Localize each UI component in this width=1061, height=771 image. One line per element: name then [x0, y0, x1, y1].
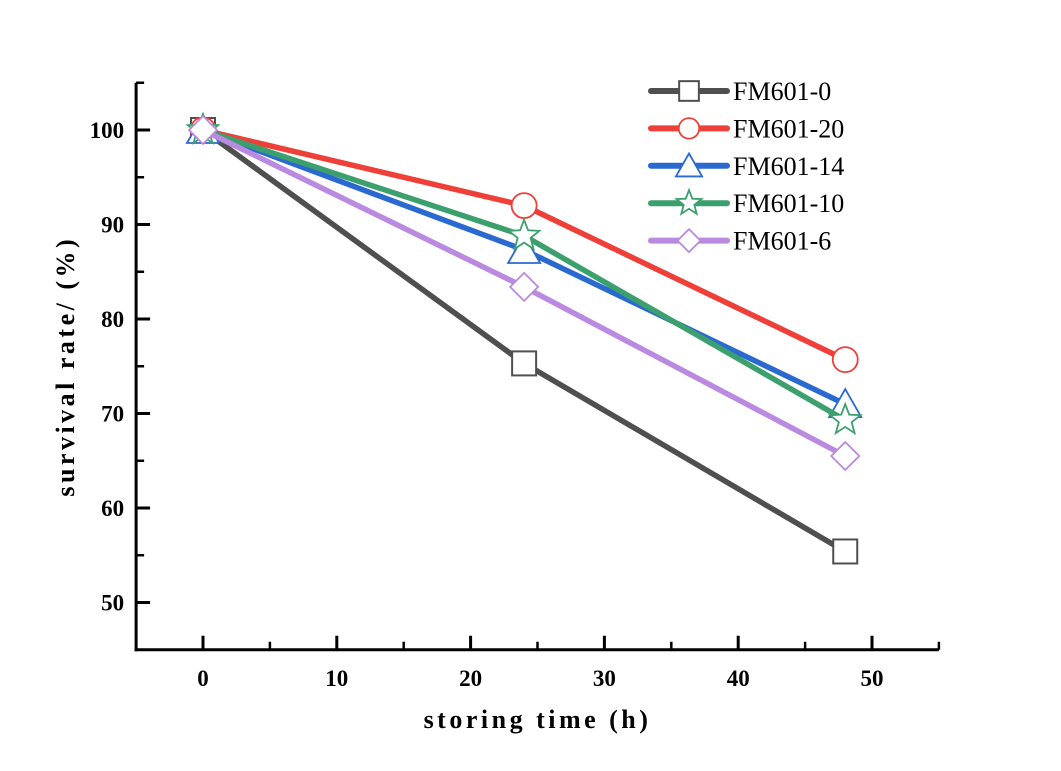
legend-circle-marker [677, 117, 701, 140]
x-tick-label: 10 [325, 666, 348, 691]
legend-item-FM601-14: FM601-14 [648, 151, 844, 181]
legend-label: FM601-14 [733, 152, 844, 181]
series-marker [506, 233, 542, 264]
y-tick-label: 70 [101, 402, 124, 427]
series-marker [508, 271, 540, 303]
series-marker [829, 440, 861, 472]
y-tick-label: 60 [101, 496, 124, 521]
legend: FM601-0 FM601-20 FM601-14 FM601-10 FM601-6 [648, 77, 844, 256]
series-marker [827, 401, 863, 436]
legend-square-marker [678, 80, 700, 102]
x-tick-label: 0 [197, 666, 209, 691]
y-axis-title: survival rate/ (%) [51, 236, 80, 497]
y-tick-label: 50 [101, 591, 124, 616]
series-FM601-6 [187, 114, 861, 472]
series-marker [187, 114, 219, 146]
legend-diamond-marker [676, 227, 702, 254]
legend-star-marker [674, 187, 704, 216]
legend-item-FM601-0: FM601-0 [648, 77, 831, 106]
legend-triangle-marker [674, 151, 704, 178]
legend-item-FM601-6: FM601-6 [648, 227, 831, 256]
y-tick-label: 100 [90, 118, 125, 143]
ticks [136, 81, 941, 650]
legend-item-FM601-20: FM601-20 [648, 114, 844, 143]
legend-label: FM601-6 [733, 227, 831, 256]
x-tick-label: 40 [727, 666, 750, 691]
y-tick-label: 80 [101, 307, 124, 332]
legend-label: FM601-0 [733, 77, 831, 106]
series-marker [511, 350, 538, 377]
series-marker [831, 346, 859, 374]
x-tick-label: 30 [593, 666, 616, 691]
series-marker [510, 192, 538, 220]
y-tick-label: 90 [101, 213, 124, 238]
legend-label: FM601-10 [733, 189, 844, 218]
series-marker [506, 217, 542, 251]
tick-labels: 0 10 20 30 40 50 50 60 70 80 90 100 [90, 118, 884, 691]
legend-label: FM601-20 [733, 114, 844, 143]
x-tick-label: 50 [861, 666, 884, 691]
x-tick-label: 20 [459, 666, 482, 691]
x-axis-title: storing time (h) [424, 705, 652, 734]
legend-item-FM601-10: FM601-10 [648, 187, 844, 218]
series-marker [832, 538, 859, 565]
